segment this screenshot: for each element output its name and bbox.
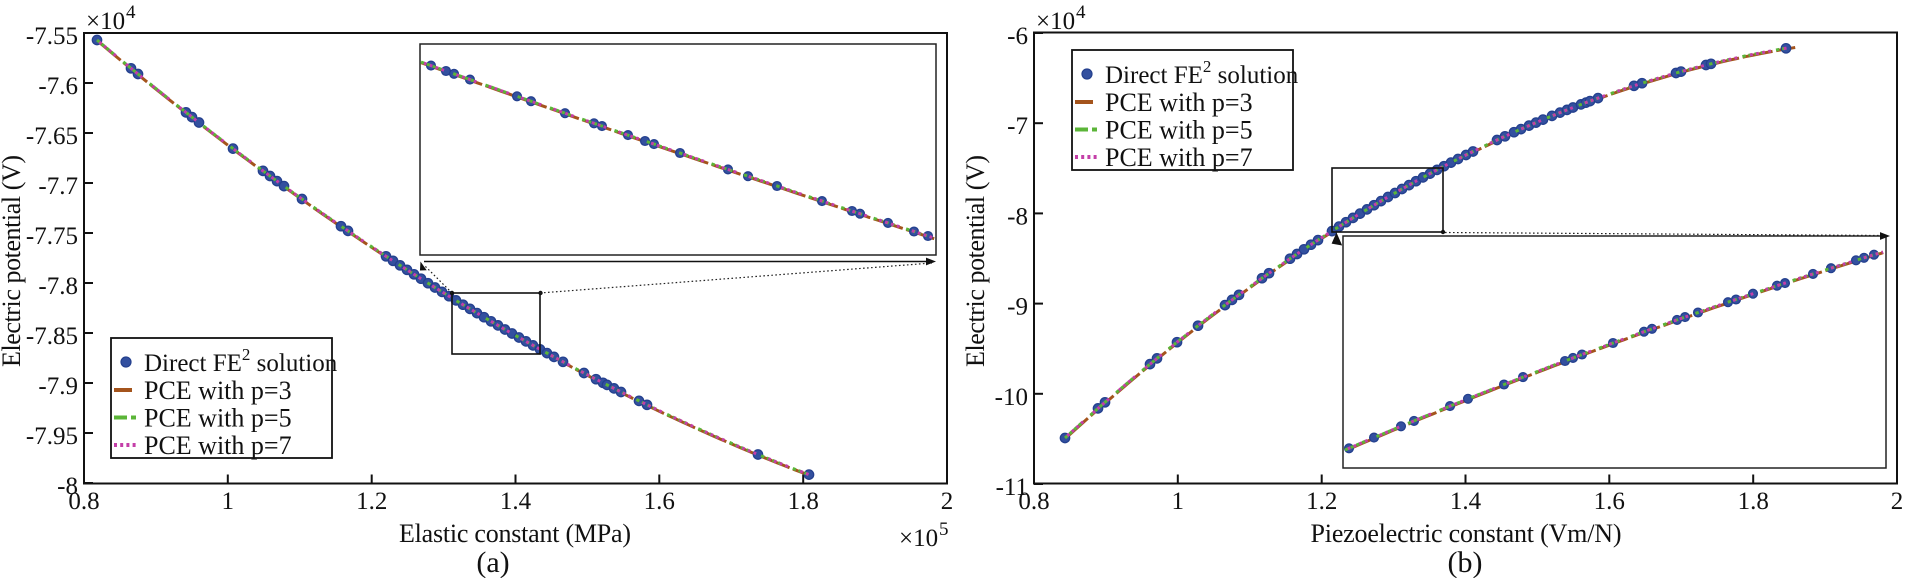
svg-text:Piezoelectric constant (Vm/N): Piezoelectric constant (Vm/N) [1311,519,1622,548]
svg-text:0.8: 0.8 [1018,488,1049,515]
svg-text:-7.85: -7.85 [26,323,78,350]
svg-text:PCE with p=5: PCE with p=5 [1105,116,1253,145]
svg-text:-7.75: -7.75 [26,223,78,250]
svg-text:PCE with p=7: PCE with p=7 [1105,143,1253,172]
svg-text:-11: -11 [996,474,1028,501]
svg-text:2: 2 [1891,488,1904,515]
svg-text:1.2: 1.2 [1306,488,1337,515]
svg-text:-9: -9 [1007,294,1028,321]
svg-text:1.6: 1.6 [1594,488,1625,515]
svg-text:-7: -7 [1007,113,1028,140]
svg-text:1: 1 [1172,488,1185,515]
svg-text:-7.8: -7.8 [38,273,78,300]
svg-text:4: 4 [126,2,136,23]
svg-text:×10: ×10 [899,525,938,552]
svg-text:(b): (b) [1448,546,1483,578]
svg-text:Electric potential (V): Electric potential (V) [961,155,990,367]
svg-text:1.2: 1.2 [356,488,387,515]
svg-text:1: 1 [222,488,235,515]
svg-text:-8: -8 [57,473,78,500]
svg-text:PCE with p=3: PCE with p=3 [144,376,292,405]
svg-text:×10: ×10 [1036,8,1075,35]
svg-text:(a): (a) [476,546,509,578]
svg-text:1.4: 1.4 [500,488,532,515]
svg-text:PCE with p=7: PCE with p=7 [144,431,292,460]
svg-text:PCE with p=3: PCE with p=3 [1105,88,1253,117]
svg-text:4: 4 [1076,2,1086,23]
svg-text:-7.6: -7.6 [38,73,78,100]
svg-text:1.6: 1.6 [644,488,675,515]
svg-text:×10: ×10 [86,8,125,35]
svg-text:0.8: 0.8 [68,488,99,515]
svg-text:5: 5 [939,519,949,540]
svg-text:Direct FE2 solution: Direct FE2 solution [144,345,338,377]
svg-text:Elastic constant (MPa): Elastic constant (MPa) [399,519,631,548]
svg-text:PCE with p=5: PCE with p=5 [144,404,292,433]
svg-text:-8: -8 [1007,203,1028,230]
svg-text:Direct FE2 solution: Direct FE2 solution [1105,57,1299,89]
svg-text:1.4: 1.4 [1450,488,1482,515]
svg-text:-7.95: -7.95 [26,423,78,450]
svg-text:-7.55: -7.55 [26,23,78,50]
svg-text:1.8: 1.8 [1738,488,1769,515]
svg-text:2: 2 [941,488,954,515]
svg-text:-7.9: -7.9 [38,373,78,400]
svg-text:-7.65: -7.65 [26,123,78,150]
svg-text:-6: -6 [1007,23,1028,50]
svg-text:Electric potential (V): Electric potential (V) [0,155,26,367]
svg-text:-10: -10 [995,384,1028,411]
svg-text:-7.7: -7.7 [38,173,78,200]
svg-text:1.8: 1.8 [788,488,819,515]
